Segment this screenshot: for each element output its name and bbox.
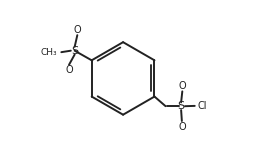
Text: Cl: Cl	[198, 101, 207, 111]
Text: O: O	[179, 81, 186, 91]
Text: S: S	[71, 46, 78, 56]
Text: O: O	[74, 25, 81, 34]
Text: O: O	[65, 65, 73, 75]
Text: S: S	[178, 101, 185, 111]
Text: O: O	[178, 122, 186, 132]
Text: CH₃: CH₃	[40, 48, 57, 57]
